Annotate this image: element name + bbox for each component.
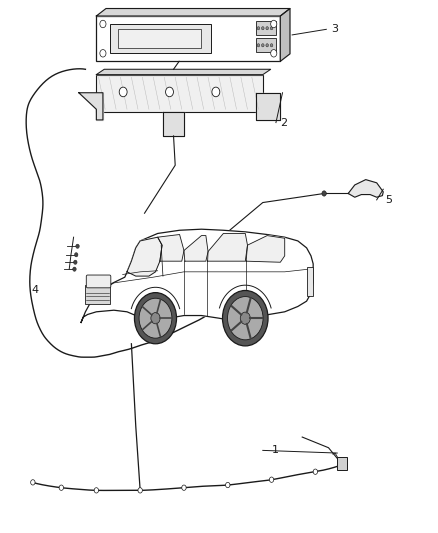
Circle shape bbox=[269, 477, 274, 482]
FancyBboxPatch shape bbox=[86, 275, 111, 288]
Circle shape bbox=[266, 44, 268, 47]
Circle shape bbox=[240, 312, 250, 324]
Circle shape bbox=[100, 50, 106, 57]
Text: 1: 1 bbox=[272, 446, 279, 455]
Circle shape bbox=[257, 27, 260, 30]
Polygon shape bbox=[184, 236, 208, 261]
Bar bbox=[96, 75, 263, 112]
Circle shape bbox=[226, 482, 230, 488]
Text: 5: 5 bbox=[385, 195, 392, 205]
Circle shape bbox=[31, 480, 35, 485]
Circle shape bbox=[223, 290, 268, 346]
Circle shape bbox=[266, 27, 268, 30]
Circle shape bbox=[270, 27, 273, 30]
Polygon shape bbox=[280, 9, 290, 61]
Polygon shape bbox=[208, 233, 247, 261]
Circle shape bbox=[139, 298, 172, 338]
Circle shape bbox=[59, 485, 64, 490]
Text: 4: 4 bbox=[32, 286, 39, 295]
Bar bbox=[256, 38, 276, 52]
Circle shape bbox=[313, 469, 318, 474]
Bar bbox=[256, 21, 276, 35]
Circle shape bbox=[270, 44, 273, 47]
Circle shape bbox=[73, 267, 76, 271]
Circle shape bbox=[182, 485, 186, 490]
Circle shape bbox=[261, 27, 264, 30]
Circle shape bbox=[74, 253, 78, 257]
Bar bbox=[337, 457, 347, 470]
Circle shape bbox=[151, 312, 160, 324]
Circle shape bbox=[271, 20, 277, 28]
Bar bbox=[96, 16, 280, 61]
Circle shape bbox=[119, 87, 127, 97]
Circle shape bbox=[138, 488, 142, 493]
Polygon shape bbox=[96, 9, 290, 16]
Circle shape bbox=[212, 87, 220, 97]
Circle shape bbox=[227, 296, 263, 340]
Bar bbox=[110, 24, 211, 53]
Circle shape bbox=[74, 260, 77, 264]
Polygon shape bbox=[163, 112, 184, 136]
Text: 3: 3 bbox=[331, 25, 338, 34]
Bar bbox=[85, 285, 110, 304]
Polygon shape bbox=[246, 236, 285, 262]
Polygon shape bbox=[96, 69, 271, 75]
Bar bbox=[307, 266, 313, 296]
Text: 2: 2 bbox=[280, 118, 287, 127]
Circle shape bbox=[257, 44, 260, 47]
Circle shape bbox=[76, 244, 79, 248]
Circle shape bbox=[134, 293, 177, 344]
Polygon shape bbox=[348, 180, 383, 197]
Circle shape bbox=[261, 44, 264, 47]
Circle shape bbox=[322, 191, 326, 196]
Circle shape bbox=[271, 50, 277, 57]
Circle shape bbox=[94, 488, 99, 493]
Polygon shape bbox=[79, 93, 103, 120]
Circle shape bbox=[100, 20, 106, 28]
Polygon shape bbox=[256, 93, 280, 120]
Polygon shape bbox=[158, 235, 184, 261]
Bar bbox=[118, 29, 201, 48]
Polygon shape bbox=[81, 229, 313, 322]
Circle shape bbox=[166, 87, 173, 97]
Polygon shape bbox=[127, 237, 162, 276]
